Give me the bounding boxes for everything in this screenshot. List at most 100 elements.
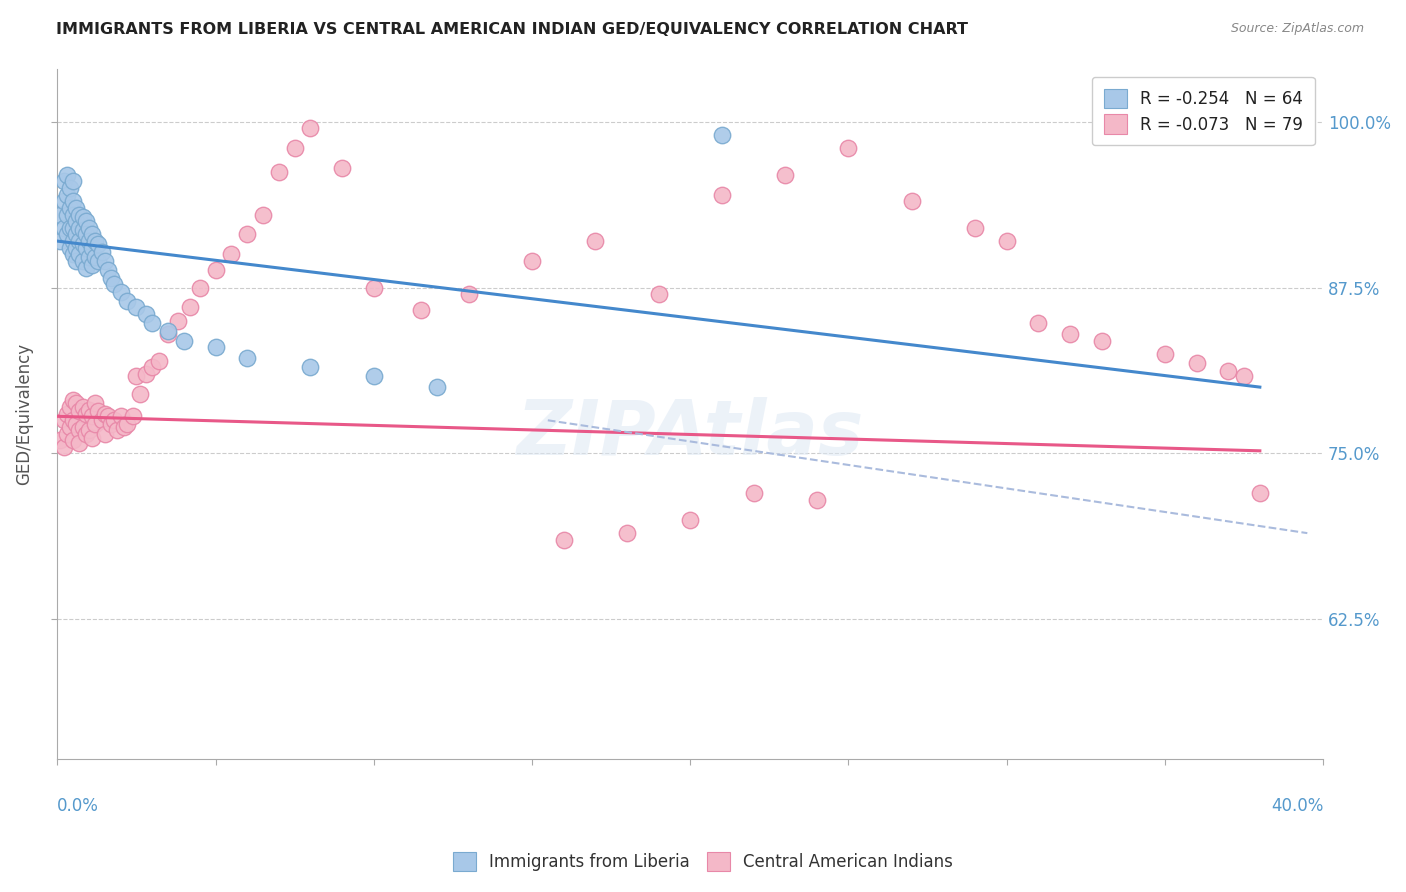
- Point: [103, 277, 125, 291]
- Point: [157, 326, 180, 341]
- Point: [125, 369, 148, 384]
- Point: [75, 426, 97, 441]
- Point: [204, 263, 226, 277]
- Point: [267, 165, 290, 179]
- Point: [742, 486, 765, 500]
- Point: [52, 440, 75, 454]
- Point: [56, 227, 79, 242]
- Point: [141, 317, 163, 331]
- Point: [221, 247, 243, 261]
- Point: [710, 128, 733, 142]
- Point: [62, 433, 84, 447]
- Point: [87, 254, 110, 268]
- Point: [77, 234, 100, 248]
- Point: [1154, 347, 1177, 361]
- Point: [77, 220, 100, 235]
- Point: [616, 526, 638, 541]
- Point: [112, 420, 135, 434]
- Point: [710, 187, 733, 202]
- Point: [82, 227, 104, 242]
- Point: [125, 301, 148, 315]
- Point: [56, 407, 79, 421]
- Point: [179, 301, 201, 315]
- Point: [59, 241, 82, 255]
- Point: [65, 201, 87, 215]
- Point: [75, 214, 97, 228]
- Point: [59, 420, 82, 434]
- Point: [103, 413, 125, 427]
- Point: [236, 351, 259, 365]
- Point: [90, 413, 112, 427]
- Point: [1185, 356, 1208, 370]
- Point: [69, 404, 91, 418]
- Point: [520, 254, 543, 268]
- Text: 0.0%: 0.0%: [58, 797, 100, 814]
- Point: [553, 533, 575, 547]
- Point: [82, 431, 104, 445]
- Point: [110, 285, 132, 299]
- Point: [62, 393, 84, 408]
- Point: [141, 360, 163, 375]
- Point: [49, 208, 72, 222]
- Point: [411, 303, 433, 318]
- Point: [72, 210, 94, 224]
- Point: [62, 413, 84, 427]
- Point: [65, 396, 87, 410]
- Point: [122, 409, 145, 424]
- Point: [679, 513, 702, 527]
- Point: [77, 250, 100, 264]
- Point: [100, 271, 122, 285]
- Point: [837, 141, 859, 155]
- Point: [62, 174, 84, 188]
- Point: [647, 287, 669, 301]
- Point: [426, 380, 449, 394]
- Point: [157, 324, 180, 338]
- Point: [75, 241, 97, 255]
- Point: [75, 407, 97, 421]
- Point: [1218, 364, 1240, 378]
- Point: [77, 423, 100, 437]
- Point: [284, 141, 307, 155]
- Point: [115, 293, 138, 308]
- Point: [75, 227, 97, 242]
- Point: [110, 409, 132, 424]
- Text: 40.0%: 40.0%: [1271, 797, 1323, 814]
- Point: [84, 396, 107, 410]
- Point: [252, 208, 274, 222]
- Point: [69, 435, 91, 450]
- Point: [94, 407, 117, 421]
- Point: [94, 426, 117, 441]
- Point: [72, 254, 94, 268]
- Y-axis label: GED/Equivalency: GED/Equivalency: [15, 343, 32, 484]
- Point: [87, 236, 110, 251]
- Point: [236, 227, 259, 242]
- Point: [97, 263, 120, 277]
- Point: [82, 241, 104, 255]
- Point: [72, 420, 94, 434]
- Point: [65, 241, 87, 255]
- Legend: Immigrants from Liberia, Central American Indians: Immigrants from Liberia, Central America…: [444, 843, 962, 880]
- Point: [128, 386, 150, 401]
- Point: [84, 250, 107, 264]
- Point: [75, 260, 97, 275]
- Point: [457, 287, 479, 301]
- Point: [299, 360, 322, 375]
- Point: [52, 220, 75, 235]
- Point: [59, 400, 82, 414]
- Point: [56, 168, 79, 182]
- Point: [115, 417, 138, 432]
- Point: [1059, 326, 1081, 341]
- Legend: R = -0.254   N = 64, R = -0.073   N = 79: R = -0.254 N = 64, R = -0.073 N = 79: [1092, 77, 1315, 145]
- Point: [65, 417, 87, 432]
- Point: [330, 161, 353, 175]
- Point: [77, 402, 100, 417]
- Point: [135, 367, 157, 381]
- Point: [773, 168, 796, 182]
- Point: [62, 194, 84, 209]
- Point: [59, 181, 82, 195]
- Point: [963, 220, 986, 235]
- Point: [363, 369, 385, 384]
- Text: Source: ZipAtlas.com: Source: ZipAtlas.com: [1230, 22, 1364, 36]
- Point: [363, 280, 385, 294]
- Point: [49, 433, 72, 447]
